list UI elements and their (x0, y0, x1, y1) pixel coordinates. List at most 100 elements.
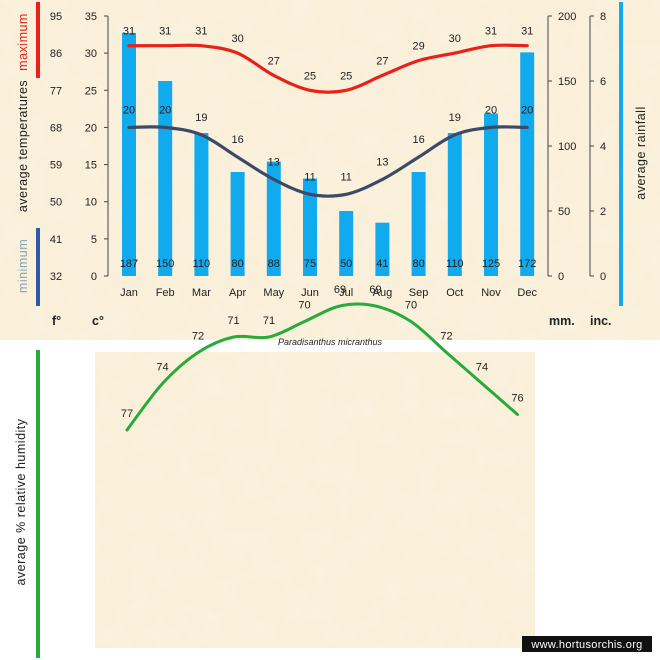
avg-rainfall-label: average rainfall (634, 106, 648, 199)
humidity-value-label: 74 (476, 362, 488, 374)
month-tick-label: Mar (192, 287, 211, 299)
rainfall-value-label: 172 (518, 258, 536, 270)
rainfall-value-label: 110 (446, 258, 464, 270)
rainfall-mm-tick-label: 0 (558, 271, 564, 283)
rainfall-bar (447, 133, 462, 276)
rainfall-bar (339, 211, 354, 276)
maximum-temp-value-label: 31 (123, 26, 135, 38)
celsius-tick-label: 25 (85, 85, 97, 97)
minimum-temp-value-label: 20 (123, 104, 135, 116)
rainfall-bar (520, 52, 535, 277)
rainfall-bars (122, 32, 535, 277)
rainfall-inch-tick-label: 4 (600, 141, 606, 153)
fahrenheit-tick-label: 41 (50, 234, 62, 246)
rainfall-mm-tick-label: 50 (558, 206, 570, 218)
minimum-temp-value-label: 11 (340, 171, 351, 183)
maximum-temp-value-label: 27 (376, 55, 388, 67)
maximum-temp-value-label: 25 (304, 70, 316, 82)
month-tick-label: Jul (339, 287, 353, 299)
fahrenheit-tick-label: 50 (50, 197, 62, 209)
humidity-value-label: 70 (298, 300, 310, 312)
rainfall-mm-tick-label: 100 (558, 141, 576, 153)
rainfall-inch-tick-label: 8 (600, 11, 606, 23)
celsius-tick-label: 30 (85, 48, 97, 60)
minimum-temp-value-label: 20 (485, 104, 497, 116)
month-tick-label: Dec (517, 287, 537, 299)
month-tick-label: May (263, 287, 284, 299)
rainfall-value-label: 187 (120, 258, 138, 270)
humidity-value-label: 72 (440, 331, 452, 343)
month-tick-label: Aug (373, 287, 393, 299)
rainfall-value-label: 80 (231, 258, 243, 270)
month-tick-label: Sep (409, 287, 429, 299)
watermark: www.hortusorchis.org (530, 639, 642, 651)
minimum-temp-value-label: 13 (268, 156, 280, 168)
maximum-temp-value-label: 31 (485, 26, 497, 38)
maximum-temp-value-label: 30 (449, 33, 461, 45)
rainfall-bar (375, 222, 390, 276)
maximum-temp-value-label: 31 (195, 26, 207, 38)
celsius-tick-label: 20 (85, 122, 97, 134)
minimum-temp-value-label: 16 (412, 134, 424, 146)
humidity-axis-label: average % relative humidity (14, 418, 28, 585)
humidity-value-label: 72 (192, 331, 204, 343)
rainfall-mm-tick-label: 200 (558, 11, 576, 23)
rainfall-bar (266, 161, 281, 276)
month-axis: Jan Feb Mar Apr May Jun Jul Aug Sep Oct Nov Dec (120, 287, 537, 299)
humidity-series: 77 74 72 71 71 70 69 69 70 72 74 76 (121, 284, 524, 432)
minimum-temp-value-label: 11 (304, 171, 315, 183)
rainfall-inch-tick-label: 0 (600, 271, 606, 283)
month-tick-label: Jun (301, 287, 319, 299)
maximum-temp-value-label: 27 (268, 55, 280, 67)
rainfall-value-label: 80 (412, 258, 424, 270)
rainfall-mm-tick-label: 150 (558, 76, 576, 88)
maximum-temp-line (127, 43, 529, 94)
rainfall-value-labels: 187 150 110 80 88 75 50 41 80 110 125 172 (120, 258, 537, 270)
minimum-temp-value-label: 16 (231, 134, 243, 146)
fahrenheit-tick-label: 95 (50, 11, 62, 23)
climate-chart-texture (0, 0, 660, 340)
minimum-temp-value-label: 13 (376, 156, 388, 168)
rainfall-inch-tick-label: 2 (600, 206, 606, 218)
rainfall-bar (411, 172, 426, 276)
humidity-value-label: 69 (369, 284, 381, 296)
watermark-background (522, 636, 652, 652)
max-temp-label: maximum (16, 13, 30, 71)
min-temp-series: 20 20 19 16 13 11 11 13 16 19 20 20 (123, 104, 533, 198)
fahrenheit-unit-label: f° (52, 314, 61, 328)
rainfall-bar (484, 113, 498, 276)
month-tick-label: Jan (120, 287, 138, 299)
celsius-tick-label: 35 (85, 11, 97, 23)
inch-unit-label: inc. (590, 314, 612, 328)
maximum-temp-value-label: 30 (231, 33, 243, 45)
minimum-temp-value-label: 19 (195, 112, 207, 124)
rainfall-bar (122, 32, 136, 277)
fahrenheit-tick-label: 59 (50, 160, 62, 172)
fahrenheit-tick-label: 68 (50, 122, 62, 134)
minimum-temp-value-label: 19 (449, 112, 461, 124)
celsius-axis: 0 5 10 15 20 25 30 35 (85, 11, 109, 283)
max-temp-series: 31 31 31 30 27 25 25 27 29 30 31 31 (123, 26, 533, 94)
humidity-line (125, 302, 519, 432)
celsius-tick-label: 15 (85, 160, 97, 172)
humidity-value-label: 76 (511, 393, 523, 405)
celsius-tick-label: 0 (91, 271, 97, 283)
rainfall-inch-axis: 0 2 4 6 8 (589, 11, 606, 283)
celsius-tick-label: 10 (85, 197, 97, 209)
maximum-temp-value-label: 31 (521, 26, 533, 38)
maximum-temp-value-label: 25 (340, 70, 352, 82)
fahrenheit-tick-label: 32 (50, 271, 62, 283)
humidity-value-label: 70 (405, 300, 417, 312)
rainfall-value-label: 50 (340, 258, 352, 270)
rainfall-inch-tick-label: 6 (600, 76, 606, 88)
maximum-temp-value-label: 29 (412, 41, 424, 53)
fahrenheit-tick-label: 77 (50, 85, 62, 97)
rainfall-mm-axis: 0 50 100 150 200 (547, 11, 576, 283)
celsius-tick-label: 5 (91, 234, 97, 246)
mm-unit-label: mm. (549, 314, 575, 328)
minimum-temp-line (127, 125, 529, 198)
rainfall-bar (303, 178, 317, 276)
minimum-temp-value-label: 20 (159, 104, 171, 116)
avg-temps-label: average temperatures (16, 80, 30, 212)
